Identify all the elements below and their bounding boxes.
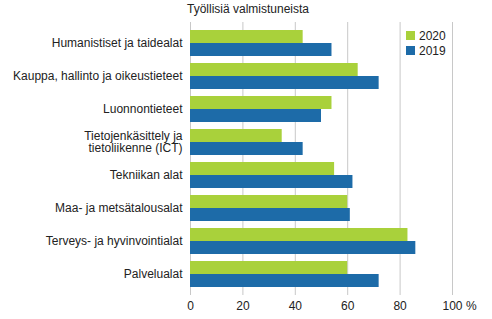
svg-text:Tekniikan alat: Tekniikan alat: [110, 168, 183, 182]
svg-text:Luonnontieteet: Luonnontieteet: [103, 102, 183, 116]
svg-text:Palvelualat: Palvelualat: [124, 267, 183, 281]
svg-text:40: 40: [289, 299, 303, 313]
svg-text:Kauppa, hallinto ja oikeustiet: Kauppa, hallinto ja oikeustieteet: [13, 69, 183, 83]
svg-text:Maa- ja metsätalousalat: Maa- ja metsätalousalat: [55, 201, 183, 215]
html-text:2019: 2019: [419, 43, 446, 58]
svg-text:80: 80: [393, 299, 407, 313]
svg-text:Humanistiset ja taidealat: Humanistiset ja taidealat: [52, 36, 183, 50]
svg-text:Tietojenkäsittely jatietoliike: Tietojenkäsittely jatietoliikenne (ICT): [84, 129, 183, 155]
svg-text:20: 20: [236, 299, 250, 313]
svg-text:0: 0: [187, 299, 194, 313]
svg-text:Terveys- ja hyvinvointialat: Terveys- ja hyvinvointialat: [46, 234, 183, 248]
html-text:Työllisiä valmistuneista: Työllisiä valmistuneista: [187, 2, 309, 16]
html-text:2020: 2020: [419, 28, 446, 43]
svg-text:60: 60: [341, 299, 355, 313]
svg-text:100: 100: [442, 299, 462, 313]
